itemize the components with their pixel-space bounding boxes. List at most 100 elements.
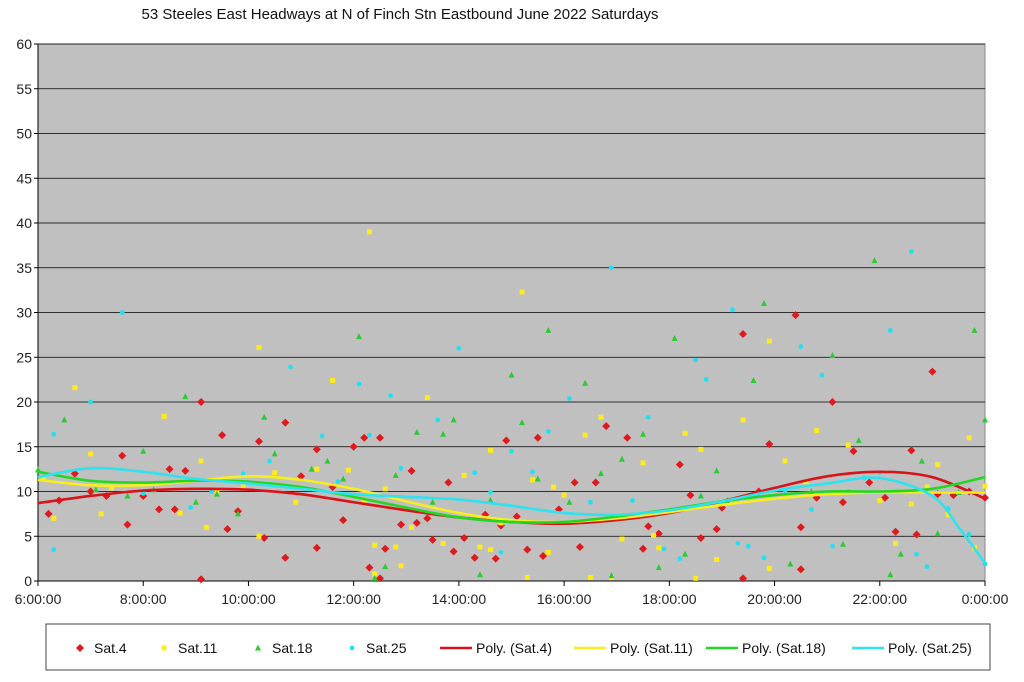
data-point-sat-25 — [530, 469, 535, 475]
data-point-sat-18 — [261, 413, 268, 420]
data-point-sat-25 — [924, 564, 930, 570]
data-point-sat-11 — [330, 378, 336, 384]
y-tick-label: 5 — [24, 528, 32, 544]
data-point-sat-4 — [223, 525, 232, 534]
data-point-sat-11 — [487, 447, 493, 453]
data-point-sat-11 — [161, 413, 167, 419]
data-point-sat-18 — [382, 563, 389, 570]
data-point-sat-25 — [887, 328, 893, 333]
data-point-sat-25 — [319, 433, 325, 439]
data-point-sat-18 — [566, 498, 573, 505]
data-point-sat-25 — [88, 399, 94, 405]
data-point-sat-4 — [281, 553, 290, 562]
data-point-sat-4 — [423, 514, 432, 523]
data-point-sat-25 — [761, 555, 767, 561]
data-point-sat-11 — [782, 458, 788, 464]
data-point-sat-25 — [545, 429, 551, 434]
data-point-sat-11 — [877, 497, 883, 503]
data-point-sat-25 — [472, 470, 478, 476]
x-tick-label: 8:00:00 — [120, 591, 167, 607]
data-point-sat-11 — [88, 451, 94, 457]
data-point-sat-18 — [140, 447, 147, 454]
data-point-sat-4 — [449, 547, 458, 556]
data-point-sat-11 — [908, 501, 914, 507]
data-point-sat-4 — [181, 466, 190, 475]
data-point-sat-4 — [654, 529, 663, 538]
data-point-sat-18 — [392, 471, 399, 478]
data-point-sat-11 — [545, 549, 551, 555]
data-point-sat-25 — [966, 532, 972, 537]
data-point-sat-4 — [838, 498, 847, 507]
data-point-sat-11 — [693, 575, 699, 581]
data-point-sat-11 — [640, 460, 646, 466]
legend-label: Sat.18 — [272, 640, 313, 656]
data-point-sat-18 — [918, 457, 925, 464]
data-point-sat-11 — [766, 565, 772, 571]
data-point-sat-4 — [339, 516, 348, 525]
data-point-sat-11 — [945, 512, 951, 518]
data-point-sat-4 — [512, 512, 521, 521]
data-point-sat-11 — [177, 510, 183, 516]
data-point-sat-18 — [213, 490, 220, 497]
data-point-sat-25 — [830, 543, 835, 549]
legend-marker — [255, 644, 261, 651]
data-point-sat-11 — [619, 536, 625, 542]
data-point-sat-18 — [618, 455, 625, 462]
data-point-sat-4 — [155, 505, 164, 514]
data-point-sat-4 — [297, 472, 306, 481]
data-point-sat-18 — [534, 475, 541, 482]
data-point-sat-11 — [924, 484, 930, 490]
data-point-sat-4 — [197, 575, 206, 584]
data-point-sat-25 — [630, 498, 635, 503]
data-point-sat-25 — [661, 546, 667, 552]
legend-marker — [76, 644, 84, 652]
data-point-sat-25 — [914, 551, 920, 557]
data-point-sat-18 — [897, 550, 904, 557]
data-point-sat-11 — [682, 430, 688, 436]
data-point-sat-11 — [530, 477, 536, 483]
y-tick-label: 0 — [24, 573, 32, 589]
data-point-sat-11 — [587, 574, 593, 580]
legend-label: Sat.11 — [178, 640, 218, 656]
data-point-sat-25 — [388, 393, 393, 399]
data-point-sat-4 — [312, 543, 321, 552]
data-point-sat-4 — [375, 574, 384, 583]
data-point-sat-4 — [491, 554, 500, 563]
data-point-sat-18 — [545, 326, 552, 333]
data-point-sat-25 — [819, 372, 825, 378]
data-point-sat-25 — [509, 448, 514, 454]
data-point-sat-18 — [971, 326, 978, 333]
data-point-sat-11 — [698, 446, 704, 452]
data-point-sat-11 — [561, 492, 567, 498]
data-point-sat-25 — [730, 307, 735, 313]
y-tick-label: 10 — [16, 484, 32, 500]
y-tick-label: 25 — [16, 349, 32, 365]
data-point-sat-4 — [712, 525, 721, 534]
y-tick-label: 20 — [16, 394, 32, 410]
data-point-sat-11 — [740, 417, 746, 423]
trendline-3 — [37, 470, 986, 524]
gridlines — [38, 43, 985, 582]
data-point-sat-4 — [165, 465, 174, 474]
data-point-sat-11 — [72, 385, 78, 391]
data-point-sat-18 — [124, 492, 131, 499]
data-point-sat-4 — [381, 544, 390, 553]
data-point-sat-11 — [766, 338, 772, 344]
legend-marker — [349, 645, 355, 651]
data-point-sat-11 — [40, 475, 46, 481]
data-point-sat-11 — [51, 515, 57, 521]
data-point-sat-25 — [367, 432, 372, 438]
data-point-sat-4 — [686, 491, 695, 500]
data-point-sat-11 — [198, 458, 204, 464]
data-point-sat-4 — [502, 436, 511, 445]
data-point-sat-4 — [591, 478, 600, 487]
x-axis-ticks: 6:00:00 8:00:00 10:00:00 12:00:00 14:00:00 16… — [15, 580, 1009, 607]
data-point-sat-11 — [203, 524, 209, 530]
data-point-sat-18 — [271, 450, 278, 457]
data-point-sat-4 — [575, 542, 584, 551]
data-point-sat-4 — [738, 329, 747, 338]
data-point-sat-25 — [398, 465, 404, 471]
data-point-sat-18 — [61, 416, 68, 423]
data-point-sat-4 — [791, 311, 800, 320]
